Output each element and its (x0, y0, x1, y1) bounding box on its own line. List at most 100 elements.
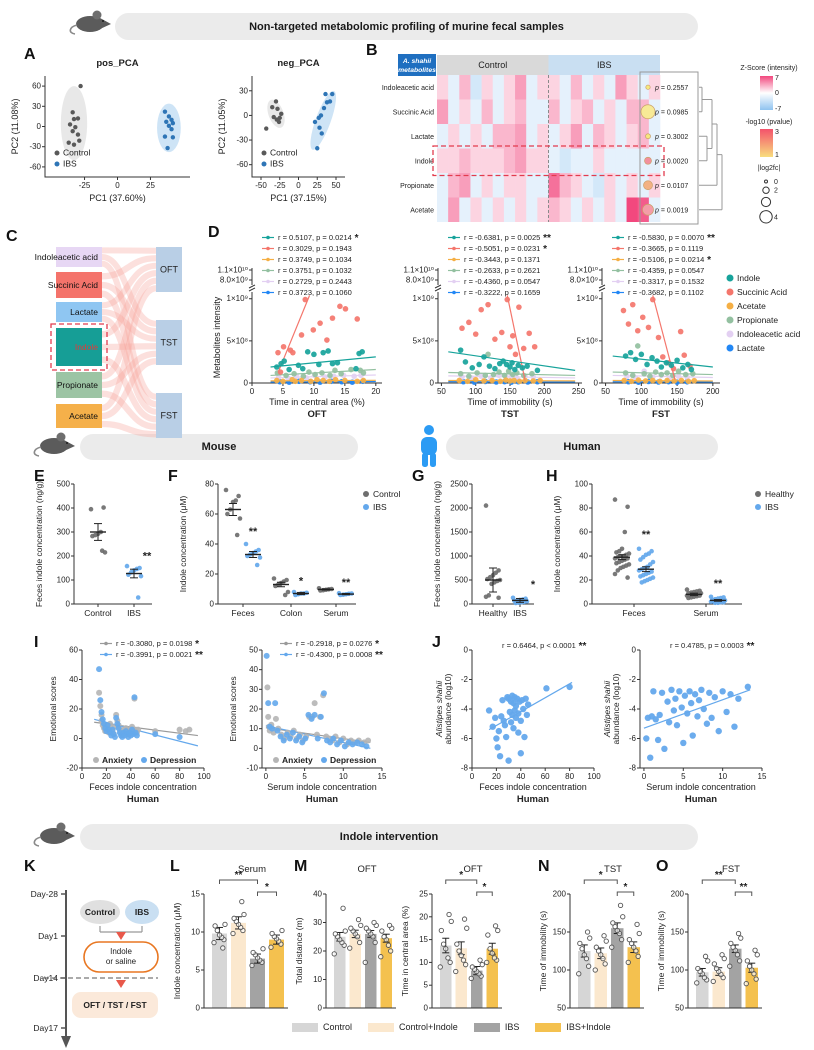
heatmap-cell (548, 99, 560, 124)
svg-text:PC1 (37.15%): PC1 (37.15%) (270, 193, 327, 203)
bar-chart: TST 50 100 150 200 * * Time of immobility (s) (538, 864, 644, 1013)
svg-text:Time in central area (%): Time in central area (%) (269, 397, 365, 407)
bar-chart: OFT 0 10 20 30 40 Total distance (m) (294, 864, 396, 1013)
svg-text:150: 150 (671, 928, 685, 937)
svg-text:r = -0.2918, p = 0.0276 *: r = -0.2918, p = 0.0276 * (296, 639, 379, 650)
svg-text:-20: -20 (66, 764, 78, 773)
svg-text:0: 0 (250, 387, 255, 396)
svg-text:**: ** (714, 578, 723, 590)
svg-text:10: 10 (339, 772, 348, 781)
axis (471, 484, 534, 605)
heatmap-cell (559, 124, 572, 149)
svg-text:p = 0.2557: p = 0.2557 (654, 85, 688, 92)
sankey-node (56, 272, 102, 298)
svg-text:Control: Control (84, 608, 112, 618)
svg-text:60: 60 (69, 646, 78, 655)
heatmap-cell (459, 124, 471, 149)
svg-text:Feces indole concentration (ng: Feces indole concentration (ng/g) (34, 481, 44, 607)
panel-letter-G: G (412, 468, 425, 485)
svg-text:*: * (599, 870, 603, 881)
heatmap-cell (515, 173, 527, 198)
svg-text:15: 15 (191, 890, 200, 899)
corr-plot: 0 20 40 60 80 100 0 -2 -4 -6 -8 r = 0.6464, p < 0.0… (434, 641, 601, 805)
banner-human: Human (446, 434, 718, 460)
svg-text:IBS: IBS (127, 608, 141, 618)
svg-text:r = 0.3751, p = 0.1032: r = 0.3751, p = 0.1032 (278, 266, 352, 275)
heatmap-cell (604, 148, 616, 173)
bar (250, 958, 265, 1008)
svg-text:Day-28: Day-28 (31, 889, 59, 899)
heatmap-cell (626, 197, 638, 222)
heatmap-cell (481, 75, 494, 100)
svg-text:OFT: OFT (308, 409, 327, 420)
svg-text:-4: -4 (461, 705, 469, 714)
svg-text:40: 40 (126, 772, 135, 781)
heatmap-cell (593, 148, 605, 173)
svg-text:4: 4 (774, 214, 778, 221)
svg-text:r = -0.3443, p = 0.1371: r = -0.3443, p = 0.1371 (464, 255, 540, 264)
svg-text:-4: -4 (629, 705, 637, 714)
panel-letter-E: E (34, 468, 45, 485)
svg-text:TST: TST (161, 338, 179, 348)
svg-text:abundance (log10): abundance (log10) (611, 673, 621, 744)
heatmap-cell (470, 99, 482, 124)
svg-text:-50: -50 (255, 181, 267, 190)
svg-text:0: 0 (775, 90, 779, 97)
svg-text:5: 5 (281, 387, 286, 396)
svg-text:TST: TST (604, 864, 622, 875)
svg-text:1000: 1000 (450, 552, 468, 561)
svg-text:Acetate: Acetate (737, 301, 766, 311)
svg-text:-10: -10 (246, 764, 258, 773)
heatmap-cell (515, 99, 527, 124)
heatmap-cell (570, 99, 583, 124)
svg-text:10: 10 (191, 928, 200, 937)
corr-plot: 0 5 10 15 -10 0 10 20 30 40 50 r = -0.2918, p = 0.0… (228, 639, 387, 805)
heatmap-cell (481, 197, 494, 222)
svg-text:100: 100 (575, 480, 589, 489)
sankey-ribbon (101, 254, 157, 327)
heatmap-cell (548, 148, 560, 173)
svg-text:-30: -30 (29, 142, 41, 151)
svg-text:Feces indole concentration: Feces indole concentration (479, 782, 587, 792)
heatmap-cell (481, 99, 494, 124)
heatmap-cell (526, 75, 538, 100)
svg-text:-8: -8 (461, 764, 469, 773)
heatmap-cell (459, 75, 471, 100)
svg-text:60: 60 (32, 82, 41, 91)
heatmap-cell (626, 173, 638, 198)
svg-text:60: 60 (541, 772, 550, 781)
svg-text:200: 200 (671, 890, 685, 899)
heatmap-cell (470, 75, 482, 100)
mouse-icon (33, 822, 75, 847)
svg-text:Anxiety: Anxiety (282, 755, 313, 765)
svg-text:Control: Control (270, 148, 298, 158)
svg-text:0: 0 (632, 646, 637, 655)
svg-text:IBS: IBS (373, 502, 387, 512)
svg-text:Day1: Day1 (38, 931, 58, 941)
panel-letter-J: J (432, 634, 441, 651)
sankey-ribbon (101, 309, 157, 342)
heatmap-cell (537, 173, 549, 198)
heatmap-cell (470, 124, 482, 149)
group-legend-label: IBS (504, 1022, 520, 1032)
heatmap-cell (503, 148, 516, 173)
svg-text:-7: -7 (775, 106, 781, 113)
heatmap-cell (515, 75, 527, 100)
banner-intervention: Indole intervention (80, 824, 698, 850)
svg-text:Time of immobility (s): Time of immobility (s) (538, 911, 548, 992)
heatmap-cell (559, 99, 572, 124)
svg-text:40: 40 (516, 772, 525, 781)
bar (729, 948, 742, 1008)
sankey-ribbon (101, 356, 157, 423)
svg-text:PC1 (37.60%): PC1 (37.60%) (89, 193, 146, 203)
heatmap-cell (559, 173, 572, 198)
corr-plot: 0 5 10 15 0 -2 -4 -6 -8 r = 0.4785, p = 0.0003 **… (602, 641, 767, 805)
svg-text:50: 50 (437, 387, 446, 396)
svg-text:5: 5 (681, 772, 686, 781)
heatmap-cell (559, 197, 572, 222)
heatmap-cell (570, 75, 583, 100)
svg-text:metabolites: metabolites (398, 67, 436, 74)
svg-text:IBS: IBS (513, 608, 527, 618)
